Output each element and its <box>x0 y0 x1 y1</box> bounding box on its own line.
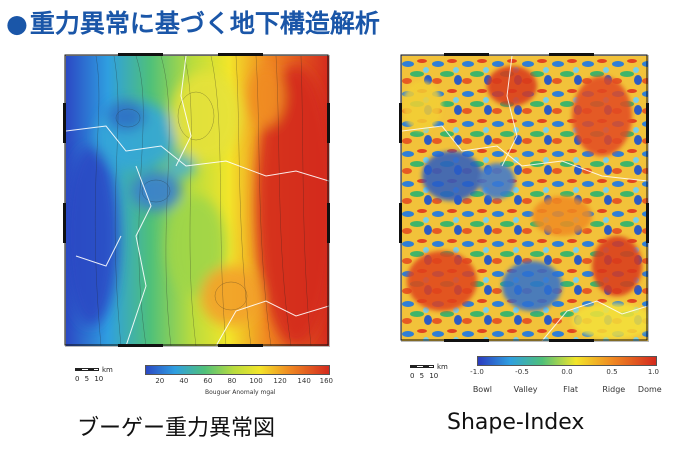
class-label-dome: Dome <box>638 385 662 394</box>
colorbar-tick: -0.5 <box>515 368 529 376</box>
colorbar-tick: 0.5 <box>606 368 617 376</box>
colorbar-tick: -1.0 <box>470 368 484 376</box>
page-title: ●重力異常に基づく地下構造解析 <box>6 4 380 40</box>
colorbar-tick: 1.0 <box>648 368 659 376</box>
scale-ticks: 0 5 10 <box>410 372 438 380</box>
scale-line <box>75 368 99 371</box>
bullet-icon: ● <box>6 9 28 38</box>
colorbar-tick: 160 <box>320 377 333 385</box>
shape-index-classes: Bowl Valley Flat Ridge Dome <box>477 385 657 397</box>
scale-ticks: 0 5 10 <box>75 375 103 383</box>
bouguer-colorbar-ticks: 20 40 60 80 100 120 140 160 <box>145 377 330 387</box>
page-title-text: 重力異常に基づく地下構造解析 <box>30 9 380 38</box>
scale-line <box>410 365 434 368</box>
bouguer-scale-bar: km 0 5 10 <box>75 366 135 388</box>
bouguer-anomaly-map <box>65 55 330 347</box>
scale-unit: km <box>437 363 448 371</box>
shape-index-scale-bar: km 0 5 10 <box>410 363 470 385</box>
scale-unit: km <box>102 366 113 374</box>
shape-index-colorbar-ticks: -1.0 -0.5 0.0 0.5 1.0 <box>477 368 657 378</box>
class-label-bowl: Bowl <box>473 385 492 394</box>
shape-index-colorbar <box>477 356 657 366</box>
shape-index-map <box>401 55 649 342</box>
class-label-flat: Flat <box>563 385 578 394</box>
bouguer-colorbar-label: Bouguer Anomaly mgal <box>205 389 276 396</box>
colorbar-tick: 0.0 <box>561 368 572 376</box>
colorbar-tick: 100 <box>249 377 262 385</box>
shape-index-caption: Shape-Index <box>447 410 584 435</box>
colorbar-tick: 40 <box>179 377 188 385</box>
class-label-valley: Valley <box>514 385 538 394</box>
bouguer-caption: ブーゲー重力異常図 <box>77 410 275 442</box>
bouguer-colorbar <box>145 365 330 375</box>
colorbar-tick: 60 <box>203 377 212 385</box>
colorbar-tick: 120 <box>273 377 286 385</box>
bouguer-map-graphic <box>66 56 329 346</box>
shape-index-graphic <box>402 56 648 341</box>
colorbar-tick: 80 <box>227 377 236 385</box>
colorbar-tick: 20 <box>155 377 164 385</box>
class-label-ridge: Ridge <box>602 385 625 394</box>
colorbar-tick: 140 <box>297 377 310 385</box>
